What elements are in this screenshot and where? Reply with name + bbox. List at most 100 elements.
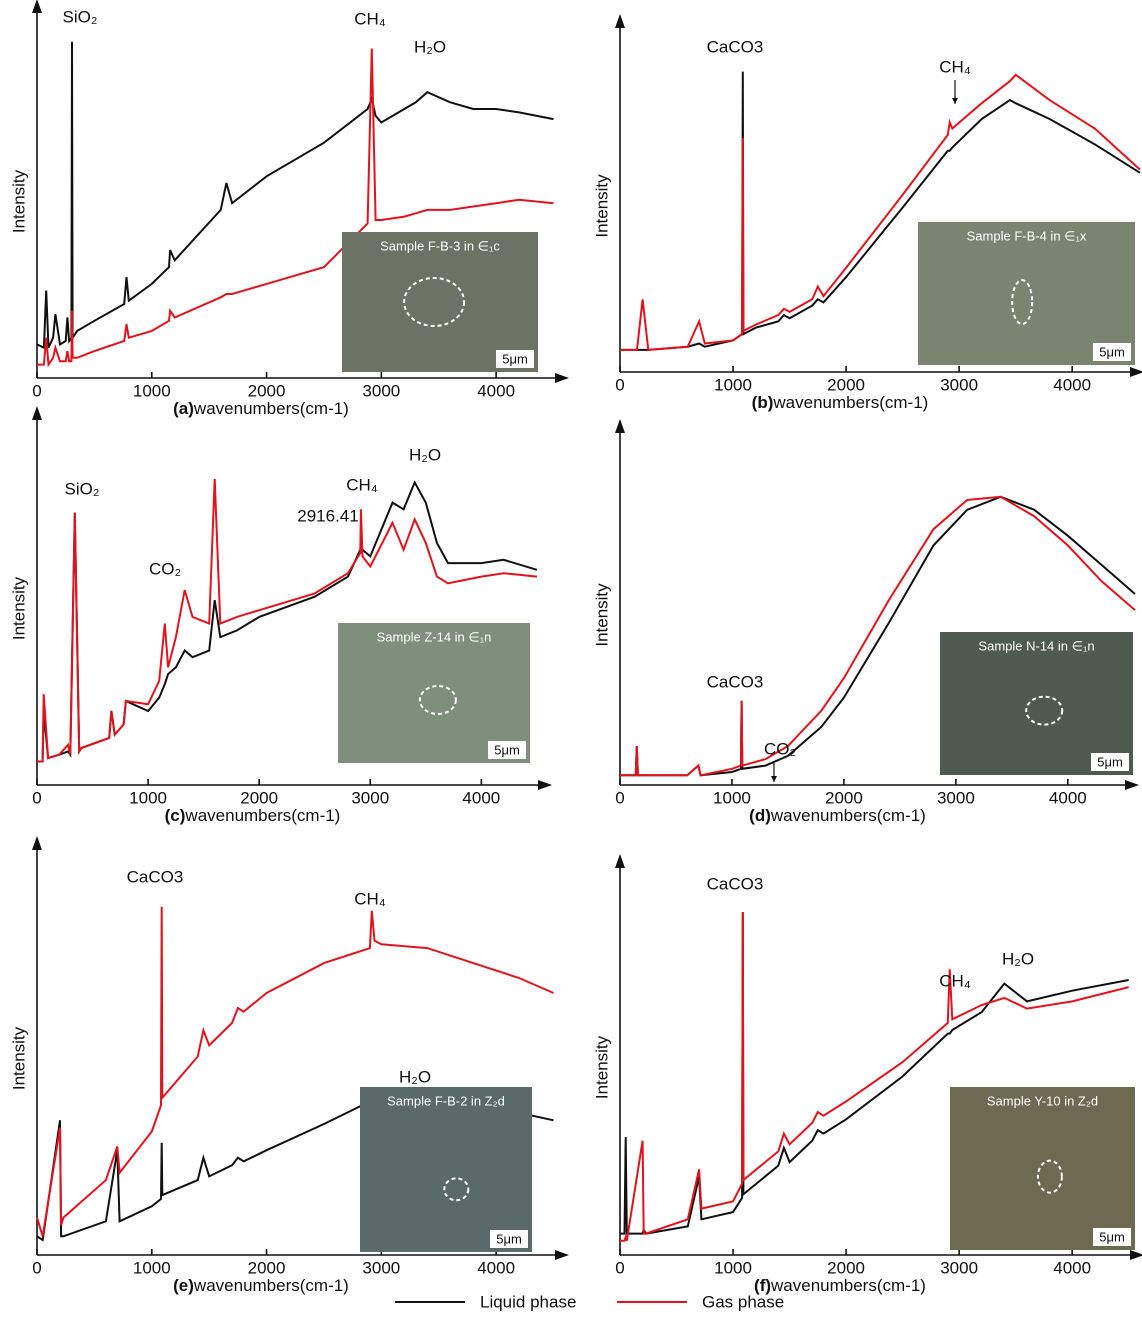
inclusion-marker <box>443 1177 470 1202</box>
spectrum-line <box>37 479 538 763</box>
x-tick-label: 1000 <box>133 381 171 400</box>
inclusion-marker <box>1011 279 1034 326</box>
panel-label: (d) <box>749 806 771 825</box>
x-tick-label: 1000 <box>713 788 751 807</box>
peak-label: H₂O <box>399 1067 431 1086</box>
x-tick-label: 2000 <box>240 788 278 807</box>
peak-label: CaCO3 <box>707 874 764 893</box>
x-tick-label: 0 <box>615 375 624 394</box>
peak-label: CH₄ <box>939 57 971 76</box>
peak-label: CaCO3 <box>707 37 764 56</box>
x-tick-label: 1000 <box>714 375 752 394</box>
spectrum-line <box>620 71 1141 351</box>
y-axis-label: Intensity <box>9 1026 28 1090</box>
sample-label: Sample F-B-3 in ∈₁c <box>380 238 500 253</box>
x-tick-label: 4000 <box>462 788 500 807</box>
sample-label: Sample F-B-2 in Z₂d <box>387 1093 505 1108</box>
peak-label: CO₂ <box>149 559 181 578</box>
spectrum-line <box>36 41 554 350</box>
panel-label: (a) <box>173 399 194 418</box>
peak-label: CaCO3 <box>707 672 764 691</box>
peak-label: CaCO3 <box>127 867 184 886</box>
scale-box <box>1093 343 1131 361</box>
peak-label: SiO₂ <box>63 7 98 26</box>
panel-label: (e) <box>173 1276 194 1295</box>
scale-label: 5μm <box>502 351 528 366</box>
peak-label: H₂O <box>409 445 441 464</box>
x-tick-label: 3000 <box>362 1258 400 1277</box>
inset-photo <box>360 1087 532 1252</box>
x-tick-label: 4000 <box>477 381 515 400</box>
scale-label: 5μm <box>496 1231 522 1246</box>
x-tick-label: 3000 <box>940 375 978 394</box>
x-axis-label: (b)wavenumbers(cm-1) <box>752 393 929 412</box>
x-tick-label: 2000 <box>248 381 286 400</box>
inset-photo <box>342 232 538 372</box>
scale-box <box>488 741 526 759</box>
peak-label: 2916.41 <box>297 506 358 525</box>
x-label: wavenumbers(cm-1) <box>770 806 926 825</box>
x-tick-label: 4000 <box>477 1258 515 1277</box>
x-axis-arrow <box>555 373 569 383</box>
scale-label: 5μm <box>494 742 520 757</box>
x-tick-label: 0 <box>32 788 41 807</box>
x-tick-label: 4000 <box>1053 375 1091 394</box>
scale-box <box>496 350 534 368</box>
spectrum-line <box>620 912 1129 1242</box>
peak-arrowhead <box>952 98 958 104</box>
x-tick-label: 3000 <box>362 381 400 400</box>
inclusion-marker <box>418 685 457 715</box>
panel-label: (b) <box>752 393 774 412</box>
x-tick-label: 1000 <box>129 788 167 807</box>
scale-box <box>490 1230 528 1248</box>
x-label: wavenumbers(cm-1) <box>772 393 928 412</box>
inset-photo <box>940 632 1133 775</box>
x-tick-label: 2000 <box>827 375 865 394</box>
x-axis-label: (f)wavenumbers(cm-1) <box>754 1276 926 1295</box>
y-axis-label: Intensity <box>592 583 611 647</box>
peak-label: H₂O <box>414 37 446 56</box>
y-axis-arrow <box>32 0 42 13</box>
x-axis-label: (c)wavenumbers(cm-1) <box>165 806 341 825</box>
spectrum-line <box>37 48 554 368</box>
x-axis-arrow <box>1130 367 1142 377</box>
y-axis-arrow <box>615 14 625 28</box>
sample-label: Sample Z-14 in ∈₁n <box>377 629 492 644</box>
y-axis-arrow <box>32 836 42 850</box>
x-tick-label: 4000 <box>1049 788 1087 807</box>
y-axis-arrow <box>32 406 42 420</box>
x-label: wavenumbers(cm-1) <box>193 1276 349 1295</box>
inclusion-marker <box>1025 695 1064 726</box>
peak-label: CH₄ <box>354 9 386 28</box>
inset-photo <box>918 222 1135 365</box>
x-tick-label: 2000 <box>248 1258 286 1277</box>
y-axis-arrow <box>615 854 625 868</box>
x-tick-label: 2000 <box>827 1258 865 1277</box>
x-tick-label: 4000 <box>1053 1258 1091 1277</box>
sample-label: Sample Y-10 in Z₂d <box>987 1093 1098 1108</box>
panel-label: (f) <box>754 1276 771 1295</box>
x-label: wavenumbers(cm-1) <box>770 1276 926 1295</box>
scale-label: 5μm <box>1099 1229 1125 1244</box>
legend-label: Liquid phase <box>480 1292 576 1311</box>
x-tick-label: 0 <box>615 788 624 807</box>
peak-label: H₂O <box>1002 949 1034 968</box>
x-axis-arrow <box>1130 1250 1142 1260</box>
inset-photo <box>338 623 530 763</box>
x-axis-arrow <box>1125 780 1139 790</box>
peak-arrowhead <box>771 776 777 782</box>
scale-label: 5μm <box>1097 754 1123 769</box>
spectrum-line <box>620 73 1141 351</box>
x-label: wavenumbers(cm-1) <box>184 806 340 825</box>
spectrum-line <box>36 906 554 1237</box>
y-axis-label: Intensity <box>9 576 28 640</box>
scale-label: 5μm <box>1099 344 1125 359</box>
x-tick-label: 2000 <box>825 788 863 807</box>
x-tick-label: 1000 <box>133 1258 171 1277</box>
peak-label: CH₄ <box>939 971 971 990</box>
x-tick-label: 3000 <box>351 788 389 807</box>
x-axis-arrow <box>555 1250 569 1260</box>
peak-label: SiO₂ <box>65 479 100 498</box>
scale-box <box>1093 1228 1131 1246</box>
peak-label: CO₂ <box>764 739 796 758</box>
